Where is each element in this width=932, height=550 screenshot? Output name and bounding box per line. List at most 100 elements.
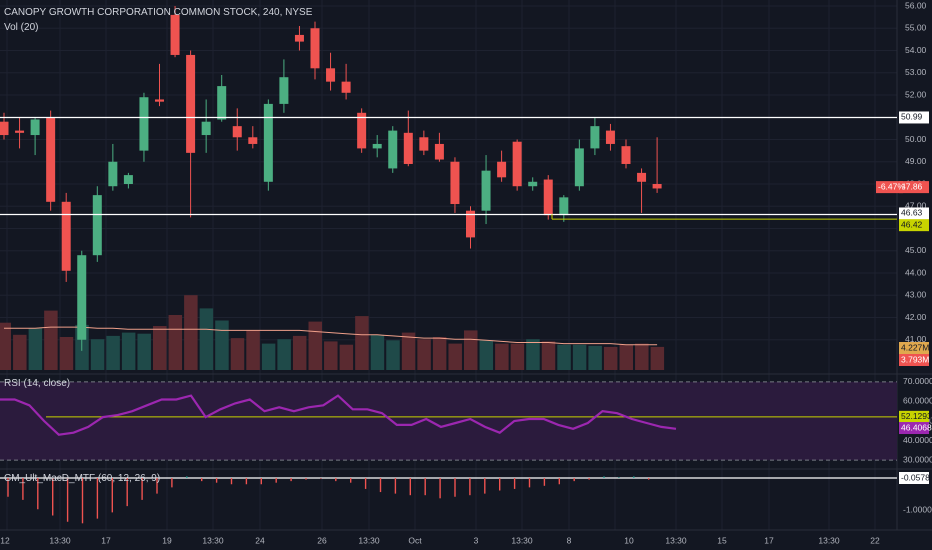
price-tick-7: 49.00 [905, 156, 927, 166]
candle [46, 110, 56, 211]
candle [388, 126, 398, 173]
candle-body [341, 81, 351, 93]
candle [155, 63, 164, 107]
price-tick-9: 47.00 [905, 201, 927, 211]
volume-bar [44, 310, 58, 370]
candle-body [481, 170, 491, 211]
tag-vol-last-bg [899, 354, 929, 366]
time-tick-1: 13:30 [49, 535, 71, 545]
macd-legend[interactable]: CM_Ult_MacD_MTF (60, 12, 26, 9) [4, 473, 160, 484]
candle-body [15, 130, 25, 133]
volume-bar [650, 346, 665, 370]
tag-vol-last-text: 3.793M [901, 354, 929, 364]
candle [543, 175, 553, 220]
time-tick-3: 19 [162, 535, 172, 545]
volume-bar [557, 344, 571, 370]
volume-bar [277, 339, 291, 370]
tag-vol-last: 3.793M [899, 354, 929, 366]
candle [201, 99, 211, 153]
rsi-label: RSI (14, close) [4, 378, 71, 389]
candle [30, 117, 40, 156]
candle-body [590, 126, 600, 149]
candle-body [77, 255, 87, 340]
time-tick-11: 8 [567, 535, 572, 545]
rsi-legend[interactable]: RSI (14, close) [4, 378, 70, 389]
candle-body [543, 179, 553, 216]
tag-level-upper-bg [899, 111, 929, 124]
time-tick-12: 10 [624, 535, 634, 545]
volume-ma-line [4, 326, 658, 346]
candle [512, 139, 522, 191]
tag-rsi-signal-bg [899, 410, 929, 423]
candle [434, 132, 444, 162]
candle-body [170, 14, 180, 55]
price-tick-14: 42.00 [905, 312, 927, 322]
candle-body [294, 34, 304, 42]
volume-bar [13, 334, 27, 370]
volume-bar [199, 308, 214, 370]
volume-bar [308, 321, 322, 370]
volume-bar [370, 334, 385, 370]
volume-bar [510, 343, 525, 370]
tag-signal: 46.42 [899, 219, 929, 232]
symbol-line: CANOPY GROWTH CORPORATION COMMON STOCK, … [4, 7, 313, 18]
time-tick-6: 26 [317, 535, 327, 545]
candle [528, 177, 538, 191]
candle [217, 74, 227, 122]
candle [450, 157, 460, 213]
time-tick-14: 15 [717, 535, 727, 545]
volume-bar [292, 335, 307, 370]
candle-body [326, 68, 336, 82]
tag-macd-last-bg [899, 472, 929, 484]
candle-body [186, 54, 196, 153]
volume-bar [588, 345, 602, 370]
candle-body [605, 130, 615, 144]
rsi-tick-1: 60.0000 [903, 396, 932, 406]
tag-change-bg [876, 181, 903, 194]
volume-bar [401, 332, 416, 370]
candle-body [263, 103, 273, 182]
candle [590, 117, 600, 156]
volume-bar [90, 339, 105, 370]
tag-rsi-signal: 52.1293 [899, 410, 932, 423]
tag-rsi-last-bg [899, 422, 929, 435]
volume-bar [215, 320, 229, 370]
candle [61, 192, 71, 282]
rsi-tick-3: 40.0000 [903, 435, 932, 445]
candle-body [61, 201, 71, 271]
volume-bar [168, 315, 183, 370]
time-tick-5: 24 [255, 535, 265, 545]
volume-bar [153, 326, 167, 370]
volume-legend[interactable]: Vol (20) [4, 22, 38, 33]
volume-bar [635, 343, 649, 370]
candle [466, 206, 475, 249]
symbol-title[interactable]: CANOPY GROWTH CORPORATION COMMON STOCK, … [4, 7, 312, 18]
candle [559, 195, 569, 222]
candle [248, 126, 258, 149]
candle-body [621, 146, 631, 164]
tag-change: -6.47% [876, 181, 905, 194]
time-tick-17: 22 [870, 535, 880, 545]
candle [139, 92, 149, 162]
volume-bar [28, 328, 43, 370]
candle-body [217, 86, 227, 120]
candle-body [30, 119, 40, 136]
candle [652, 137, 662, 193]
candle [294, 26, 304, 51]
candle-body [637, 172, 647, 182]
candle-body [46, 117, 56, 202]
time-tick-8: Oct [408, 535, 422, 545]
candle [186, 50, 196, 218]
price-tick-15: 41.00 [905, 334, 927, 344]
candle-body [574, 148, 584, 187]
macd-histogram [0, 476, 897, 524]
candle [279, 59, 289, 113]
volume-bar [386, 340, 400, 370]
time-tick-9: 3 [474, 535, 479, 545]
candle [310, 21, 320, 80]
time-tick-0: 12 [0, 535, 10, 545]
tag-macd-last-text: -0.0578 [901, 472, 930, 482]
